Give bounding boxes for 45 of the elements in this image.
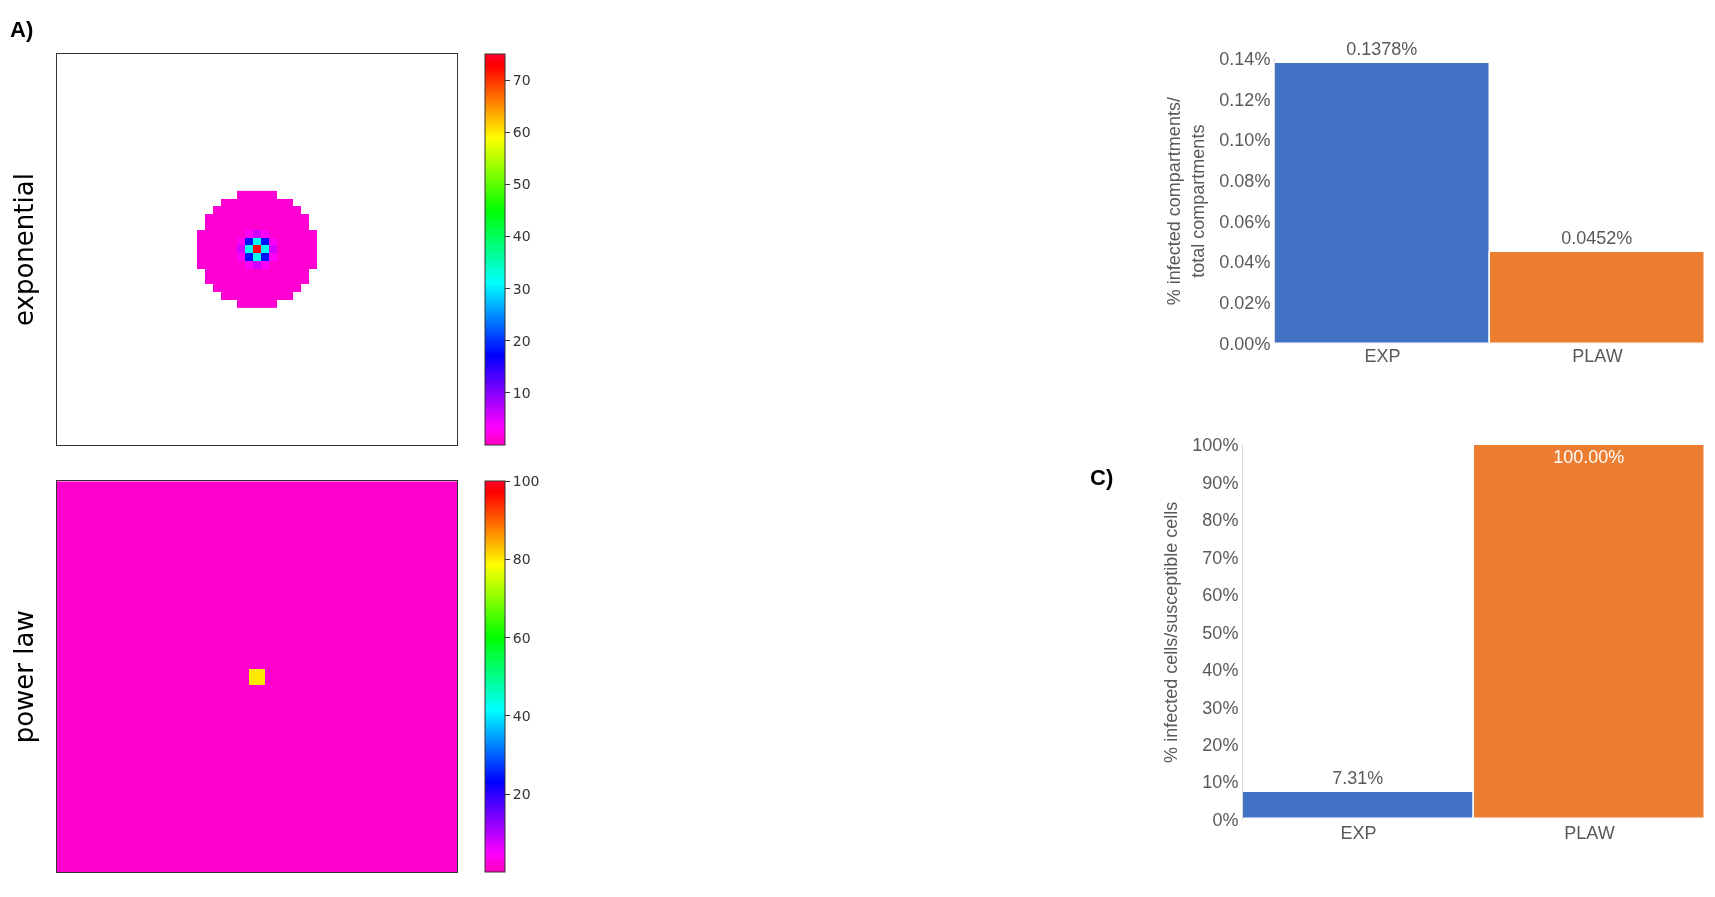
color-bar-label: 30 [512,280,531,297]
y-tick-label: 0.08% [1219,171,1271,192]
color-bar-label: 60 [512,629,531,646]
y-tick-label: 0.10% [1219,130,1271,151]
x-tick-label: PLAW [1564,822,1615,843]
data-label: 100.00% [1553,447,1625,468]
x-tick-label: PLAW [1572,346,1623,367]
y-tick-label: 0.14% [1219,49,1271,70]
color-bar-label: 70 [512,72,531,89]
y-tick-label: 80% [1202,510,1239,531]
y-tick-label: 0% [1212,809,1239,830]
color-bar-label: 40 [512,707,531,724]
color-bar-label: 10 [512,384,531,401]
y-axis-title: % infected compartments/ total compartments [1164,97,1208,306]
text: A) [10,17,34,42]
y-tick-label: 70% [1202,547,1239,568]
y-axis-title: exponential [9,173,40,326]
data-label: 0.1378% [1346,39,1418,60]
y-tick-label: 60% [1202,585,1239,606]
data-label: 7.31% [1332,768,1384,789]
y-tick-label: 90% [1202,472,1239,493]
y-tick-label: 100% [1192,435,1239,456]
color-bar-label: 20 [512,785,531,802]
y-tick-label: 10% [1202,772,1239,793]
y-tick-label: 0.02% [1219,293,1271,314]
x-tick-label: EXP [1364,346,1401,367]
y-tick-label: 0.04% [1219,252,1271,273]
color-bar-label: 80 [512,551,531,568]
y-tick-label: 0.12% [1219,89,1271,110]
y-tick-label: 30% [1202,697,1239,718]
color-bar-label: 60 [512,124,531,141]
x-tick-label: EXP [1340,822,1377,843]
y-tick-label: 0.06% [1219,211,1271,232]
y-tick-label: 50% [1202,622,1239,643]
color-bar-label: 100 [512,473,540,490]
y-tick-label: 40% [1202,660,1239,681]
y-tick-label: 0.00% [1219,333,1271,354]
color-bar-label: 20 [512,332,531,349]
data-label: 0.0452% [1561,228,1633,249]
text: C) [1090,465,1114,490]
color-bar-label: 40 [512,228,531,245]
color-bar-label: 50 [512,176,531,193]
y-axis-title: % infected cells/susceptible cells [1160,501,1181,763]
y-axis-title: power law [9,610,40,744]
y-tick-label: 20% [1202,734,1239,755]
